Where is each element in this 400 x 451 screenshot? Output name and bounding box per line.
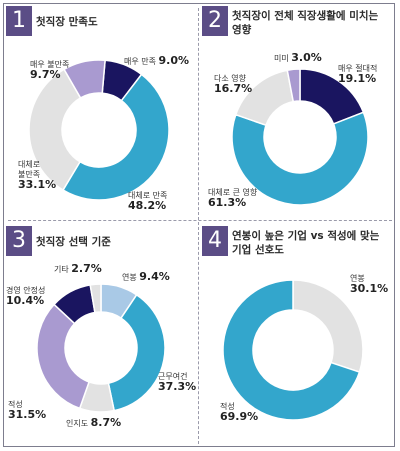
donut-chart: [28, 59, 170, 201]
horizontal-divider: [8, 220, 392, 221]
chart-panel-1: 1 첫직장 만족도 매우 만족 9.0% 대체로 만족 48.2% 대체로 불만족…: [4, 4, 198, 222]
panel-number-badge: 4: [202, 226, 228, 256]
donut-chart: [36, 283, 166, 413]
donut-chart: [222, 279, 364, 421]
slice-label: 적성 69.9%: [220, 402, 259, 423]
slice-label: 기타 2.7%: [54, 262, 102, 275]
donut-chart: [231, 68, 369, 206]
donut-slice: [231, 111, 369, 206]
slice-label: 미미 3.0%: [274, 51, 322, 64]
slice-label: 연봉 9.4%: [122, 270, 170, 283]
slice-label: 매우 불만족 9.7%: [30, 60, 70, 81]
chart-panel-3: 3 첫직장 선택 기준 연봉 9.4% 근무여건 37.3% 인지도 8.7% 적…: [4, 224, 198, 442]
chart-title: 첫직장이 전체 직장생활에 미치는 영향: [232, 10, 379, 36]
donut-slice: [89, 283, 102, 314]
chart-title: 연봉이 높은 기업 vs 적성에 맞는 기업 선호도: [232, 230, 380, 256]
vertical-divider: [198, 8, 199, 444]
slice-label: 경영 안정성 10.4%: [6, 286, 46, 307]
donut-slice: [286, 68, 301, 103]
chart-title: 첫직장 선택 기준: [36, 236, 111, 248]
slice-label: 대체로 만족 48.2%: [128, 191, 168, 212]
slice-label: 매우 절대적 19.1%: [338, 64, 378, 85]
slice-label: 대체로 큰 영향 61.3%: [208, 188, 258, 209]
chart-panel-4: 4 연봉이 높은 기업 vs 적성에 맞는 기업 선호도 연봉 30.1% 적성 6…: [200, 224, 394, 442]
panel-number-badge: 1: [6, 6, 32, 36]
slice-label: 근무여건 37.3%: [158, 372, 197, 393]
panel-number-badge: 3: [6, 226, 32, 256]
donut-slice: [63, 59, 106, 99]
slice-label: 대체로 불만족 33.1%: [18, 160, 57, 191]
donut-slice: [62, 73, 170, 201]
donut-slice: [222, 279, 361, 421]
slice-label: 연봉 30.1%: [350, 274, 389, 295]
donut-slice: [36, 303, 90, 410]
slice-label: 매우 만족 9.0%: [124, 54, 190, 67]
chart-panel-2: 2 첫직장이 전체 직장생활에 미치는 영향 매우 절대적 19.1% 대체로 큰…: [200, 4, 394, 222]
infographic-frame: [3, 3, 395, 447]
donut-slice: [28, 68, 82, 192]
donut-slice: [107, 293, 166, 412]
slice-label: 적성 31.5%: [8, 400, 47, 421]
slice-label: 인지도 8.7%: [66, 416, 122, 429]
chart-title: 첫직장 만족도: [36, 16, 98, 28]
panel-number-badge: 2: [202, 6, 228, 36]
slice-label: 다소 영향 16.7%: [214, 74, 253, 95]
